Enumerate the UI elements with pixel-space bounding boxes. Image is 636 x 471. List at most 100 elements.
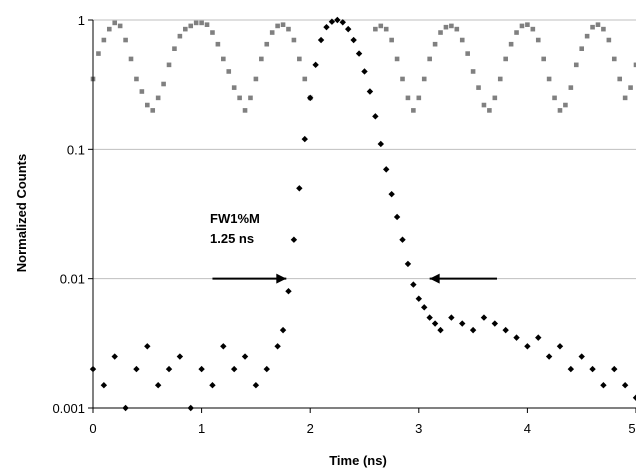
data-point-gray — [221, 56, 226, 62]
data-point-black — [133, 365, 140, 373]
data-point-black — [144, 343, 151, 350]
arrow-head — [429, 273, 440, 284]
data-point-black — [567, 365, 575, 373]
axes — [92, 20, 636, 409]
data-point-black — [323, 23, 330, 31]
data-point-black — [459, 320, 466, 327]
data-point-gray — [411, 108, 416, 113]
data-point-gray — [226, 69, 232, 74]
data-point-gray — [476, 85, 481, 90]
data-point-gray — [242, 108, 248, 113]
data-point-black — [589, 365, 596, 373]
data-point-gray — [432, 41, 438, 47]
data-point-gray — [96, 51, 101, 56]
data-point-gray — [465, 51, 470, 56]
data-point-black — [274, 343, 281, 350]
data-point-gray — [449, 23, 454, 29]
data-point-black — [230, 365, 238, 373]
data-point-black — [632, 394, 636, 401]
data-point-black — [100, 382, 108, 389]
data-point-gray — [231, 85, 237, 90]
data-point-gray — [400, 76, 405, 82]
data-point-black — [312, 61, 319, 69]
data-point-gray — [188, 23, 194, 29]
y-tick-label: 0.1 — [67, 142, 85, 157]
data-point-black — [198, 365, 205, 373]
data-point-gray — [519, 23, 525, 29]
data-point-gray — [595, 22, 601, 27]
data-point-black — [350, 36, 357, 44]
data-point-gray — [579, 46, 584, 51]
data-point-black — [328, 18, 336, 25]
data-point-black — [296, 185, 303, 192]
data-point-gray — [172, 46, 177, 51]
data-point-black — [448, 314, 455, 321]
data-point-gray — [421, 76, 427, 82]
data-point-black — [545, 353, 553, 360]
data-point-gray — [383, 26, 389, 32]
data-point-gray — [139, 89, 145, 94]
data-point-black — [176, 353, 184, 360]
data-point-gray — [611, 56, 617, 62]
data-point-gray — [405, 95, 411, 101]
data-point-black — [513, 334, 520, 341]
data-point-gray — [590, 24, 595, 30]
data-point-gray — [514, 30, 519, 35]
data-point-gray — [427, 56, 432, 62]
data-point-gray — [568, 85, 574, 90]
data-point-black — [469, 326, 477, 334]
data-point-black — [301, 135, 308, 143]
y-tick-label: 0.001 — [52, 401, 85, 416]
data-point-black — [366, 88, 374, 95]
x-tick-label: 5 — [628, 421, 635, 436]
data-point-gray — [557, 108, 563, 113]
data-point-black — [421, 304, 428, 311]
data-point-gray — [573, 62, 579, 68]
data-point-gray — [237, 95, 242, 101]
data-point-black — [285, 288, 292, 295]
data-point-black — [111, 353, 118, 360]
data-point-gray — [601, 26, 606, 32]
data-point-gray — [264, 41, 270, 47]
data-point-gray — [373, 26, 378, 32]
data-point-black — [437, 326, 444, 334]
data-point-black — [524, 343, 531, 350]
data-point-gray — [280, 22, 286, 27]
y-axis-title: Normalized Counts — [14, 154, 29, 272]
data-point-gray — [199, 20, 204, 26]
x-axis-title: Time (ns) — [329, 453, 387, 468]
data-point-black — [165, 365, 173, 373]
data-point-gray — [492, 95, 498, 101]
data-point-black — [399, 236, 406, 243]
data-point-gray — [275, 23, 280, 29]
data-point-gray — [530, 26, 536, 32]
data-point-gray — [606, 37, 612, 43]
data-point-gray — [291, 37, 297, 43]
data-point-gray — [459, 37, 465, 43]
data-point-black — [154, 382, 162, 389]
data-point-black — [491, 320, 499, 327]
data-point-black — [426, 314, 433, 321]
data-point-gray — [416, 95, 422, 101]
data-point-gray — [584, 33, 590, 39]
data-point-gray — [117, 23, 123, 29]
data-point-black — [431, 320, 439, 327]
data-point-black — [334, 16, 341, 24]
data-point-gray — [622, 95, 628, 101]
data-point-gray — [552, 95, 557, 101]
data-point-gray — [503, 56, 508, 62]
arrow-head — [276, 273, 287, 284]
data-point-black — [502, 326, 509, 334]
data-point-black — [355, 50, 363, 57]
data-point-gray — [161, 81, 166, 87]
data-point-gray — [112, 20, 118, 26]
data-point-gray — [378, 23, 384, 29]
data-point-gray — [128, 56, 134, 62]
data-point-gray — [204, 22, 210, 27]
data-point-black — [252, 382, 260, 389]
data-point-black — [241, 353, 249, 360]
data-point-black — [209, 382, 216, 389]
data-point-black — [388, 190, 395, 198]
x-tick-label: 3 — [415, 421, 422, 436]
data-point-black — [345, 25, 352, 33]
